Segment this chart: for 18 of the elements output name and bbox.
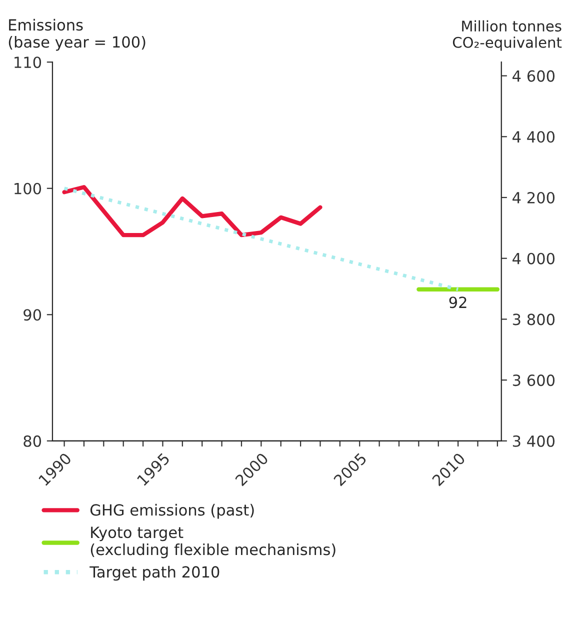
y-tick-label: 90	[24, 309, 42, 321]
y2-axis-title: Million tonnes CO₂-equivalent	[452, 20, 562, 51]
y-axis-title: Emissions (base year = 100)	[8, 18, 146, 51]
y2-tick-label: 4 400	[512, 131, 555, 143]
y2-tick-label: 4 000	[512, 252, 555, 264]
y-tick-label: 100	[14, 182, 42, 194]
legend-label: GHG emissions (past)	[90, 504, 254, 519]
y2-tick-label: 3 600	[512, 374, 555, 386]
y-tick-label: 80	[24, 435, 42, 447]
annotation: 92	[449, 296, 466, 308]
legend-label: Target path 2010	[90, 566, 220, 581]
y2-tick-label: 3 800	[512, 314, 555, 326]
y2-tick-label: 3 400	[512, 435, 555, 447]
y2-tick-label: 4 600	[512, 70, 555, 82]
legend-label: Kyoto target (excluding flexible mechanisms)	[90, 526, 336, 558]
y2-tick-label: 4 200	[512, 192, 555, 204]
y-tick-label: 110	[14, 56, 42, 68]
line-series	[62, 185, 322, 238]
